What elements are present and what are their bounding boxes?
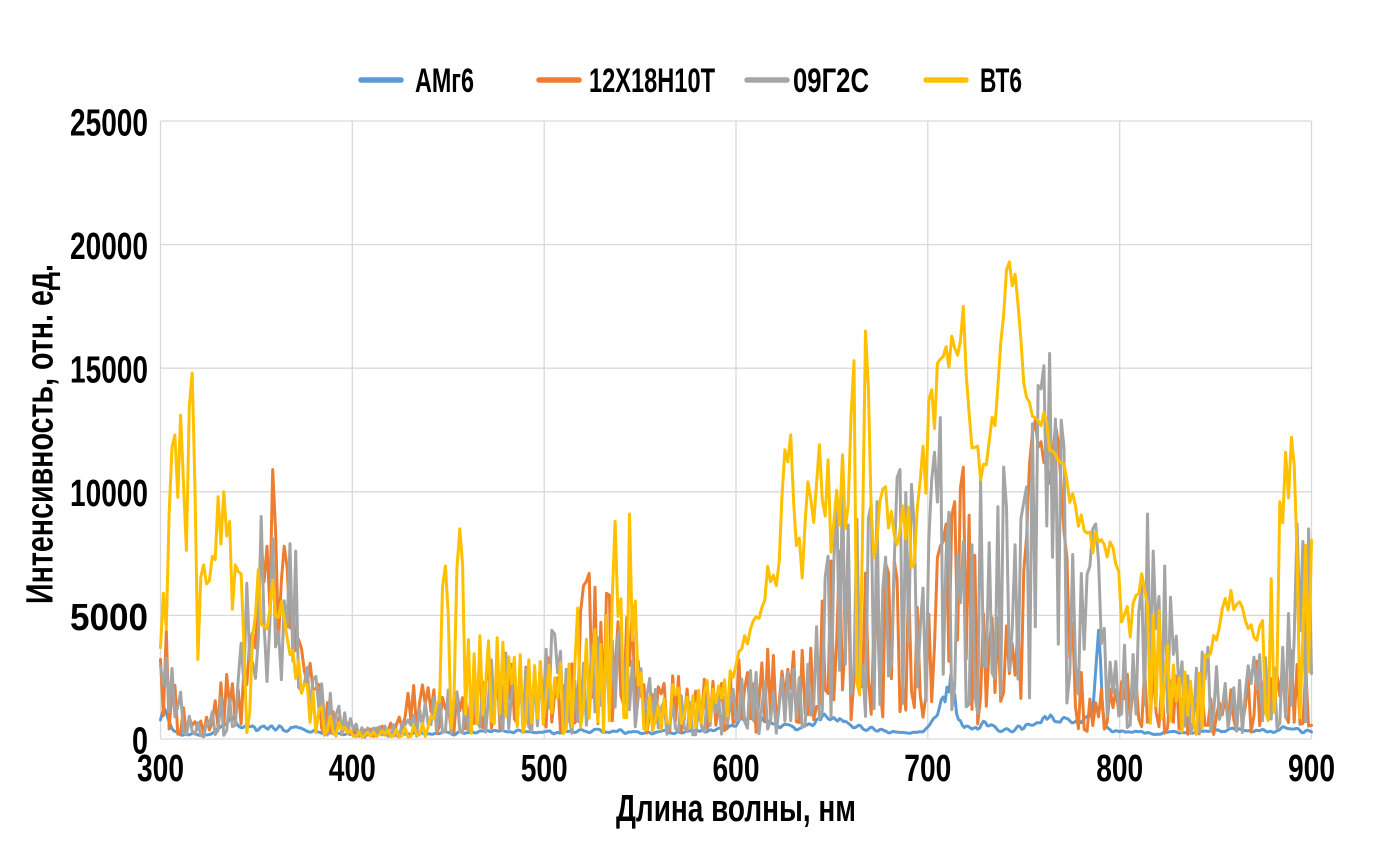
svg-text:12Х18Н10Т: 12Х18Н10Т xyxy=(589,62,715,100)
svg-text:15000: 15000 xyxy=(70,350,148,392)
svg-text:АМг6: АМг6 xyxy=(415,62,474,100)
svg-text:ВТ6: ВТ6 xyxy=(980,62,1022,100)
svg-text:500: 500 xyxy=(521,748,568,790)
svg-text:5000: 5000 xyxy=(70,597,148,639)
svg-text:600: 600 xyxy=(713,748,760,790)
svg-text:09Г2С: 09Г2С xyxy=(793,62,869,100)
svg-text:20000: 20000 xyxy=(70,226,148,268)
svg-text:900: 900 xyxy=(1288,748,1335,790)
svg-text:300: 300 xyxy=(137,748,184,790)
svg-text:0: 0 xyxy=(132,720,148,762)
svg-text:800: 800 xyxy=(1096,748,1143,790)
svg-text:400: 400 xyxy=(329,748,376,790)
svg-text:Длина волны, нм: Длина волны, нм xyxy=(616,788,856,830)
svg-text:25000: 25000 xyxy=(70,102,148,144)
svg-text:Интенсивность, отн. ед.: Интенсивность, отн. ед. xyxy=(20,264,62,604)
svg-text:10000: 10000 xyxy=(70,473,148,515)
svg-text:700: 700 xyxy=(904,748,951,790)
